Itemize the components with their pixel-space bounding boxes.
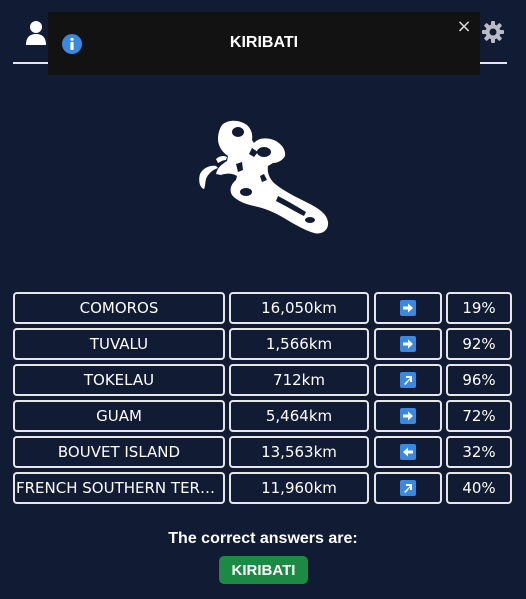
guess-country-label: GUAM — [96, 407, 142, 425]
arrow-east-icon — [400, 300, 416, 316]
correct-answers-label: The correct answers are: — [168, 530, 358, 547]
guess-country-label: BOUVET ISLAND — [57, 443, 181, 461]
guess-country: TOKELAU — [13, 364, 225, 396]
toast-notification: KIRIBATI × — [48, 12, 480, 75]
guess-country: BOUVET ISLAND — [13, 436, 225, 468]
guess-direction — [374, 364, 442, 396]
arrow-east-icon — [400, 408, 416, 424]
guess-direction — [374, 436, 442, 468]
guess-distance: 712km — [229, 364, 369, 396]
guess-row: COMOROS 16,050km 19% — [13, 292, 513, 324]
arrow-north-east-icon — [400, 372, 416, 388]
guess-country-label: TOKELAU — [83, 371, 155, 389]
guess-proximity: 92% — [446, 328, 512, 360]
guess-direction — [374, 472, 442, 504]
arrow-west-icon — [400, 444, 416, 460]
guess-distance: 5,464km — [229, 400, 369, 432]
guess-proximity: 40% — [446, 472, 512, 504]
arrow-north-east-icon — [400, 480, 416, 496]
guess-list: COMOROS 16,050km 19% TUVALU 1,566km 92% … — [13, 292, 513, 508]
guess-distance: 1,566km — [229, 328, 369, 360]
guess-distance: 16,050km — [229, 292, 369, 324]
guess-country-label: COMOROS — [79, 299, 159, 317]
arrow-east-icon — [400, 336, 416, 352]
guess-proximity: 72% — [446, 400, 512, 432]
guess-direction — [374, 328, 442, 360]
guess-distance: 13,563km — [229, 436, 369, 468]
guess-country-label: TUVALU — [89, 335, 149, 353]
guess-row: TOKELAU 712km 96% — [13, 364, 513, 396]
guess-country: COMOROS — [13, 292, 225, 324]
correct-answer-badge[interactable]: KIRIBATI — [219, 556, 308, 584]
guess-row: BOUVET ISLAND 13,563km 32% — [13, 436, 513, 468]
guess-country: GUAM — [13, 400, 225, 432]
guess-row: GUAM 5,464km 72% — [13, 400, 513, 432]
guess-direction — [374, 400, 442, 432]
info-icon — [62, 34, 82, 54]
guess-row: FRENCH SOUTHERN TERRITORIES 11,960km 40% — [13, 472, 513, 504]
toast-title: KIRIBATI — [229, 34, 299, 51]
guess-distance: 11,960km — [229, 472, 369, 504]
guess-row: TUVALU 1,566km 92% — [13, 328, 513, 360]
close-button[interactable]: × — [456, 16, 472, 37]
guess-proximity: 32% — [446, 436, 512, 468]
user-icon[interactable] — [25, 20, 47, 46]
guess-proximity: 96% — [446, 364, 512, 396]
guess-proximity: 19% — [446, 292, 512, 324]
guess-direction — [374, 292, 442, 324]
gear-icon[interactable] — [481, 20, 505, 44]
guess-country: TUVALU — [13, 328, 225, 360]
country-silhouette — [199, 120, 329, 234]
guess-country-label: FRENCH SOUTHERN TERRITORIES — [16, 479, 223, 497]
guess-country: FRENCH SOUTHERN TERRITORIES — [13, 472, 225, 504]
